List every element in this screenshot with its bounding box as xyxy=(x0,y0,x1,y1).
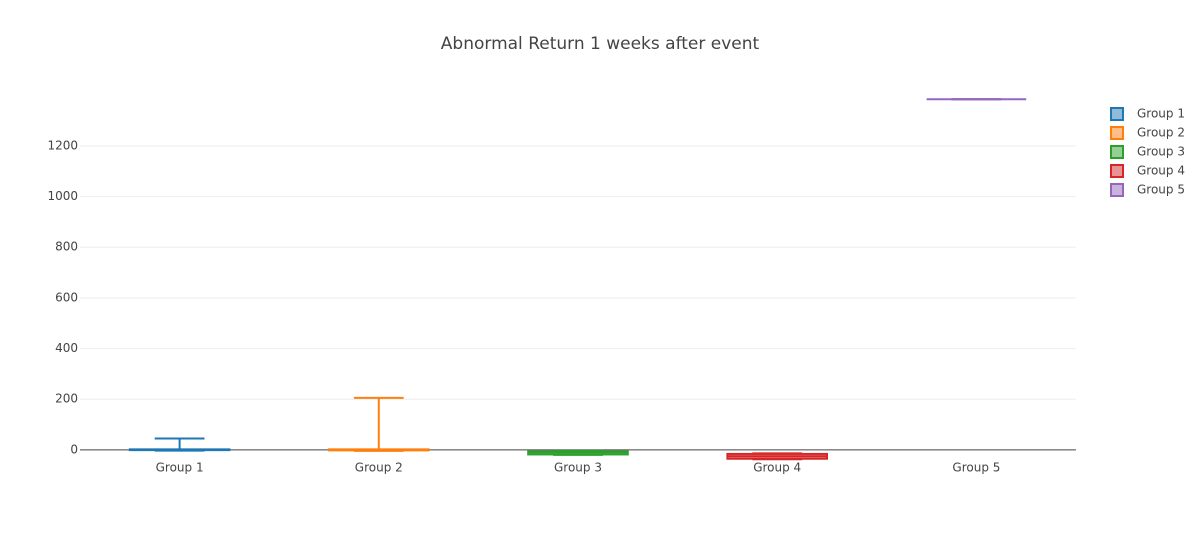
legend-swatch[interactable] xyxy=(1110,164,1124,178)
y-tick-label: 200 xyxy=(55,392,78,406)
legend-swatch[interactable] xyxy=(1110,126,1124,140)
legend-label[interactable]: Group 1 xyxy=(1137,107,1185,121)
legend-label[interactable]: Group 4 xyxy=(1137,164,1185,178)
x-tick-label: Group 2 xyxy=(355,461,403,475)
legend-swatch[interactable] xyxy=(1110,145,1124,159)
legend-swatch[interactable] xyxy=(1110,107,1124,121)
legend-swatch[interactable] xyxy=(1110,183,1124,197)
y-tick-label: 1200 xyxy=(47,138,78,152)
legend-label[interactable]: Group 3 xyxy=(1137,145,1185,159)
chart-title: Abnormal Return 1 weeks after event xyxy=(441,34,760,54)
legend-label[interactable]: Group 5 xyxy=(1137,183,1185,197)
y-tick-label: 400 xyxy=(55,341,78,355)
y-tick-label: 600 xyxy=(55,290,78,304)
legend-label[interactable]: Group 2 xyxy=(1137,126,1185,140)
y-tick-label: 0 xyxy=(70,442,78,456)
x-tick-label: Group 3 xyxy=(554,461,602,475)
x-tick-label: Group 5 xyxy=(952,461,1000,475)
y-tick-label: 800 xyxy=(55,240,78,254)
x-tick-label: Group 1 xyxy=(156,461,204,475)
y-tick-label: 1000 xyxy=(47,189,78,203)
x-tick-label: Group 4 xyxy=(753,461,801,475)
